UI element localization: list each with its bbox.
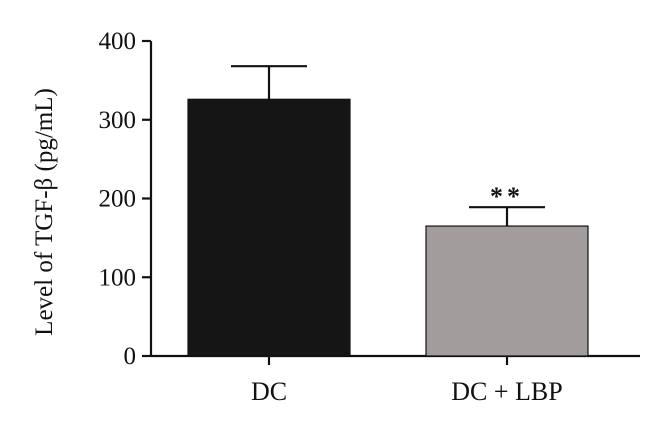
y-tick-label: 200 [99, 186, 137, 213]
bar [425, 225, 589, 357]
x-tick-label: DC + LBP [451, 377, 562, 406]
x-tick-label: DC [251, 377, 287, 406]
y-tick-label: 400 [99, 28, 137, 55]
bar [187, 98, 351, 357]
significance-annotation: ** [490, 182, 524, 211]
y-axis-label: Level of TGF-β (pg/mL) [31, 88, 58, 336]
labels: DC DC + LBP ** [251, 182, 563, 406]
y-tick-label: 300 [99, 107, 137, 134]
bars [187, 65, 589, 357]
y-tick-label: 0 [124, 343, 137, 370]
y-tick-label: 100 [99, 264, 137, 291]
